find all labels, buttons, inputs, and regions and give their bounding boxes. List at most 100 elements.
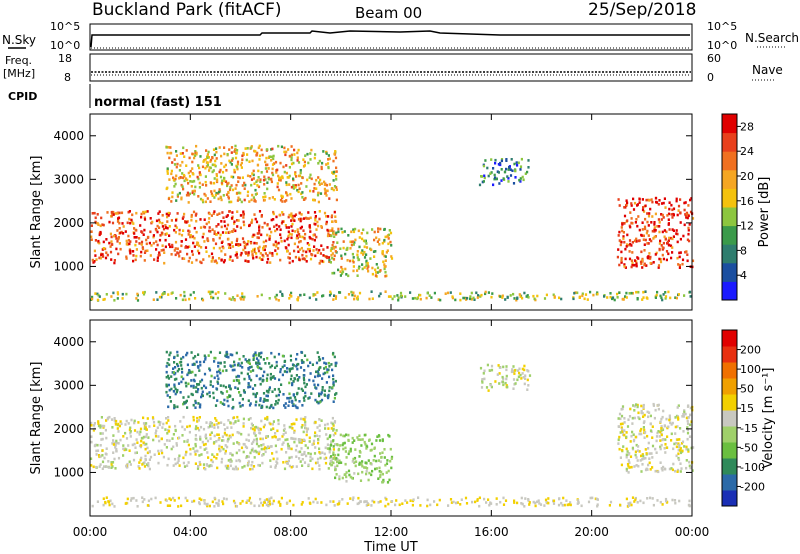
data-cell bbox=[105, 251, 108, 254]
data-cell bbox=[482, 164, 486, 168]
data-cell bbox=[319, 456, 322, 460]
data-cell bbox=[258, 224, 261, 228]
data-cell bbox=[589, 496, 592, 500]
data-cell bbox=[270, 180, 273, 184]
data-cell bbox=[644, 468, 648, 472]
data-cell bbox=[331, 256, 334, 260]
data-cell bbox=[247, 361, 250, 364]
data-cell bbox=[140, 444, 143, 447]
data-cell bbox=[412, 498, 415, 501]
data-cell bbox=[349, 449, 352, 453]
data-cell bbox=[267, 504, 270, 508]
data-cell bbox=[186, 425, 189, 429]
data-cell bbox=[351, 259, 355, 262]
data-cell bbox=[329, 292, 332, 295]
colorbar-tick-label: 100 bbox=[740, 363, 761, 376]
data-cell bbox=[523, 382, 526, 386]
data-cell bbox=[690, 197, 693, 200]
data-cell bbox=[239, 191, 242, 195]
data-cell bbox=[618, 291, 621, 294]
data-cell bbox=[670, 467, 673, 470]
data-cell bbox=[380, 470, 383, 474]
data-cell bbox=[253, 438, 256, 442]
data-cell bbox=[247, 433, 250, 437]
data-cell bbox=[377, 227, 380, 230]
data-cell bbox=[566, 503, 569, 507]
data-cell bbox=[479, 366, 483, 370]
data-cell bbox=[383, 228, 386, 231]
data-cell bbox=[638, 201, 641, 204]
data-cell bbox=[185, 450, 188, 454]
data-cell bbox=[175, 390, 178, 394]
data-cell bbox=[217, 421, 220, 425]
data-cell bbox=[497, 163, 500, 166]
data-cell bbox=[621, 422, 624, 426]
data-cell bbox=[390, 257, 394, 260]
data-cell bbox=[637, 239, 640, 243]
data-cell bbox=[672, 462, 675, 466]
data-cell bbox=[271, 452, 274, 455]
data-cell bbox=[197, 419, 200, 422]
data-cell bbox=[354, 227, 357, 231]
data-cell bbox=[222, 497, 226, 500]
data-cell bbox=[390, 457, 393, 460]
data-cell bbox=[642, 501, 645, 505]
data-cell bbox=[266, 181, 269, 184]
data-cell bbox=[204, 386, 208, 390]
data-cell bbox=[270, 403, 273, 407]
data-cell bbox=[446, 291, 450, 295]
data-cell bbox=[114, 446, 117, 449]
data-cell bbox=[156, 298, 159, 301]
data-cell bbox=[278, 225, 281, 228]
data-cell bbox=[363, 250, 366, 254]
data-cell bbox=[222, 246, 225, 250]
data-cell bbox=[258, 229, 261, 232]
data-cell bbox=[188, 175, 192, 178]
data-cell bbox=[632, 404, 635, 407]
data-cell bbox=[141, 496, 144, 499]
data-cell bbox=[297, 378, 300, 381]
data-cell bbox=[129, 426, 132, 430]
data-cell bbox=[332, 427, 335, 431]
data-cell bbox=[296, 156, 299, 159]
data-cell bbox=[177, 505, 180, 508]
data-cell bbox=[235, 351, 238, 355]
data-cell bbox=[305, 430, 308, 433]
data-cell bbox=[358, 245, 361, 249]
data-cell bbox=[335, 166, 338, 170]
data-cell bbox=[187, 395, 190, 399]
data-cell bbox=[171, 195, 174, 199]
data-cell bbox=[371, 297, 374, 300]
data-cell bbox=[334, 220, 338, 223]
data-cell bbox=[313, 434, 316, 438]
data-cell bbox=[195, 230, 198, 234]
data-cell bbox=[636, 501, 639, 504]
data-cell bbox=[247, 455, 250, 459]
data-cell bbox=[283, 467, 287, 471]
data-cell bbox=[236, 165, 239, 169]
data-cell bbox=[208, 422, 211, 426]
data-cell bbox=[245, 438, 248, 442]
data-cell bbox=[572, 297, 575, 301]
data-cell bbox=[94, 220, 97, 224]
data-cell bbox=[609, 292, 612, 295]
data-cell bbox=[181, 371, 184, 374]
data-cell bbox=[164, 238, 167, 242]
data-cell bbox=[683, 445, 686, 448]
data-cell bbox=[239, 364, 242, 368]
data-cell bbox=[149, 230, 152, 234]
data-cell bbox=[247, 385, 250, 389]
data-cell bbox=[384, 463, 387, 467]
data-cell bbox=[334, 156, 338, 160]
data-cell bbox=[340, 461, 343, 464]
data-cell bbox=[351, 436, 354, 440]
data-cell bbox=[333, 185, 337, 188]
data-cell bbox=[638, 432, 641, 436]
data-cell bbox=[263, 423, 266, 427]
data-cell bbox=[647, 441, 650, 445]
data-cell bbox=[647, 256, 650, 260]
data-cell bbox=[677, 442, 680, 445]
data-cell bbox=[194, 373, 197, 377]
data-cell bbox=[103, 465, 106, 468]
nsky-strip: N.Sky 10^5 10^0 10^5 10^0 N.Search bbox=[2, 20, 799, 52]
